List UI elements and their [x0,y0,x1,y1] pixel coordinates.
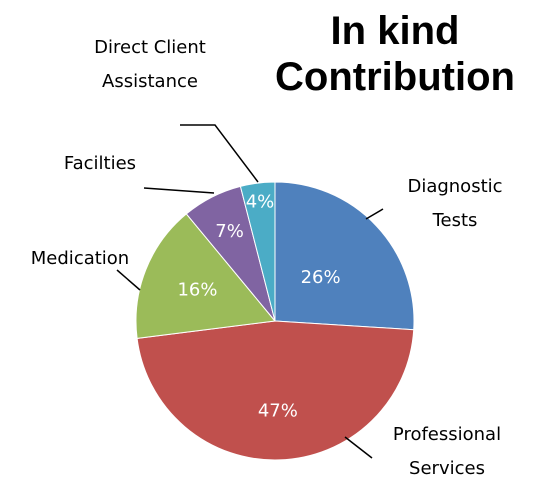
category-label: Medication [30,248,130,269]
category-label: Diagnostic Tests [407,176,503,231]
data-label: 16% [177,279,217,300]
pie-slice [135,213,276,339]
leader-line [116,269,141,291]
leader-line [344,436,373,459]
data-label: 7% [215,221,244,242]
leader-line [180,124,259,183]
pie-slice [239,181,276,322]
category-label: Facilties [63,153,137,174]
data-label: 47% [258,400,298,421]
leader-line [143,187,215,194]
pie-slice [136,320,415,461]
data-label: 4% [246,191,275,212]
chart-title: In kind Contribution [275,9,515,99]
category-label: Professional Services [392,424,502,479]
data-label: 26% [301,267,341,288]
category-label: Direct Client Assistance [94,37,206,92]
leader-line [365,208,384,220]
pie-slice [274,181,415,331]
